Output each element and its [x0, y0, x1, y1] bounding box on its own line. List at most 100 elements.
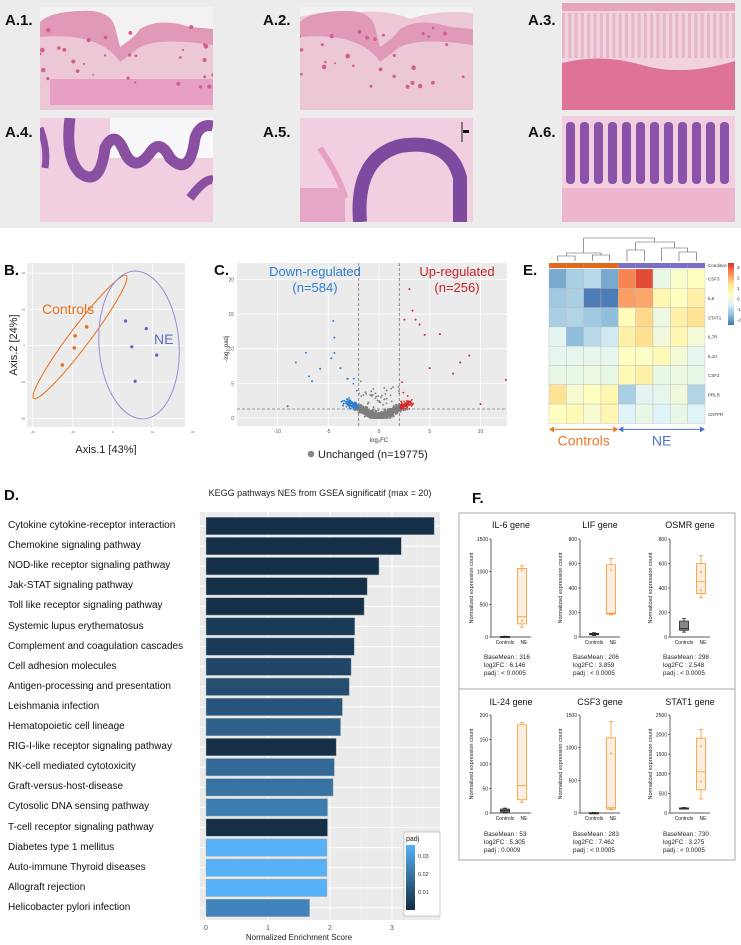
heatmap-cell	[583, 307, 602, 328]
gene-point	[390, 413, 393, 416]
gene-stat: BaseMean : 730	[663, 831, 709, 838]
plot-background	[237, 263, 507, 426]
kegg-bar	[205, 758, 335, 777]
vessel	[41, 67, 46, 73]
vessel	[40, 47, 45, 53]
vessel	[378, 67, 383, 72]
vessel	[381, 33, 385, 37]
y-axis-label: -log₁₀padj	[224, 336, 230, 362]
y-tick-label: 2000	[656, 733, 667, 739]
kegg-bar-chart: 0 1 2 3 KEGG pathways NES from GSEA signific…	[200, 488, 441, 942]
gene-point	[375, 395, 378, 398]
gene-point	[348, 403, 350, 406]
y-tick-label: 1500	[566, 713, 577, 719]
gene-point	[366, 409, 368, 412]
y-tick-label: 2500	[656, 713, 667, 719]
down-gene-point	[311, 380, 314, 383]
x-tick-label: 10	[478, 429, 484, 435]
gene-point	[371, 393, 374, 396]
x-tick-label: -10	[71, 430, 76, 434]
heatmap-cell	[635, 326, 654, 347]
gene-point	[372, 388, 375, 390]
colorbar-tick-label: 0	[737, 297, 740, 302]
histology-label: A.3.	[528, 12, 556, 29]
heatmap-cell	[687, 365, 706, 385]
controls-box	[679, 620, 689, 631]
gene-point	[353, 409, 356, 411]
crypt	[593, 13, 597, 58]
vessel	[46, 27, 51, 33]
kegg-bar	[205, 798, 328, 817]
heatmap-cell	[600, 268, 619, 289]
x-tick-label: 0	[378, 429, 381, 435]
gene-point	[389, 394, 392, 397]
y-tick-label: 0	[231, 416, 234, 422]
gene-point	[395, 410, 397, 413]
vessel	[62, 47, 67, 52]
hemorrhage	[562, 58, 735, 110]
gene-stat: log2FC : 5.305	[484, 839, 526, 846]
crypt	[631, 13, 635, 58]
heatmap-row-label: IL10	[708, 354, 717, 359]
gene-stat: padj : < 0.0005	[663, 670, 705, 677]
y-tick-label: 0	[23, 344, 25, 348]
kegg-bar	[205, 878, 328, 897]
mucosa	[352, 137, 467, 222]
y-axis-label: Normalized expression count	[648, 728, 654, 799]
gene-title: IL-24 gene	[489, 697, 532, 707]
surface	[562, 3, 735, 11]
gene-point	[342, 399, 344, 402]
heatmap-cell	[652, 384, 671, 405]
vessel	[176, 81, 181, 86]
y-tick-label: 800	[569, 537, 578, 543]
gene-point	[403, 405, 406, 407]
gene-point	[385, 415, 388, 418]
vessel	[461, 75, 465, 79]
up-gene-point	[438, 333, 441, 336]
gene-point	[407, 401, 410, 404]
vessel	[392, 53, 396, 58]
gene-stat: BaseMean : 298	[663, 654, 709, 661]
kegg-bar	[205, 677, 350, 696]
crypt	[636, 122, 645, 184]
kegg-bar	[205, 577, 368, 596]
x-tick-label: NE	[610, 816, 618, 822]
gene-point	[400, 401, 403, 404]
gene-point	[340, 400, 343, 403]
ne-point	[130, 345, 134, 349]
heatmap-cell	[566, 288, 584, 308]
down-regulated-label: Down-regulated	[269, 264, 361, 279]
vessel	[211, 73, 213, 77]
heatmap-cell	[548, 268, 567, 289]
pca-plot: -20 -20 -10 -10 0 0 10 10 20 20 Controls NE Axis.1 […	[8, 263, 195, 455]
gene-point	[402, 391, 405, 394]
gene-point	[382, 403, 385, 406]
dendrogram-branch	[557, 255, 576, 261]
gene-point	[371, 416, 374, 419]
volcano-plot: -10 -5 0 5 10 0 5 10 15 20 Down-regulated(n=584) Up…	[224, 263, 507, 461]
gene-point	[365, 392, 368, 395]
heatmap: CSF3 IL6 STAT1 IL7R IL10 CSF2 PRLR CNTFR Conditi…	[548, 237, 741, 448]
histology-image	[300, 118, 473, 222]
kegg-bar	[205, 778, 334, 797]
gene-point	[362, 394, 365, 397]
y-axis-label: Normalized expression count	[469, 728, 475, 799]
histology-image	[300, 7, 473, 110]
vessel	[357, 29, 362, 34]
crypt	[562, 13, 565, 58]
gene-point	[403, 400, 405, 403]
vessel	[411, 65, 416, 71]
gene-stat: BaseMean : 283	[573, 831, 619, 838]
up-gene-point	[403, 318, 406, 321]
vessel	[134, 81, 137, 84]
y-axis-label: Normalized expression count	[469, 552, 475, 623]
heatmap-cell	[670, 403, 688, 424]
dendrogram-branch	[566, 252, 602, 256]
crypt	[587, 13, 591, 58]
crypt	[622, 122, 631, 184]
heatmap-cell	[618, 268, 636, 289]
crypt	[650, 122, 659, 184]
down-gene-point	[286, 405, 289, 408]
heatmap-row-label: IL6	[708, 296, 715, 301]
vessel	[103, 35, 108, 40]
